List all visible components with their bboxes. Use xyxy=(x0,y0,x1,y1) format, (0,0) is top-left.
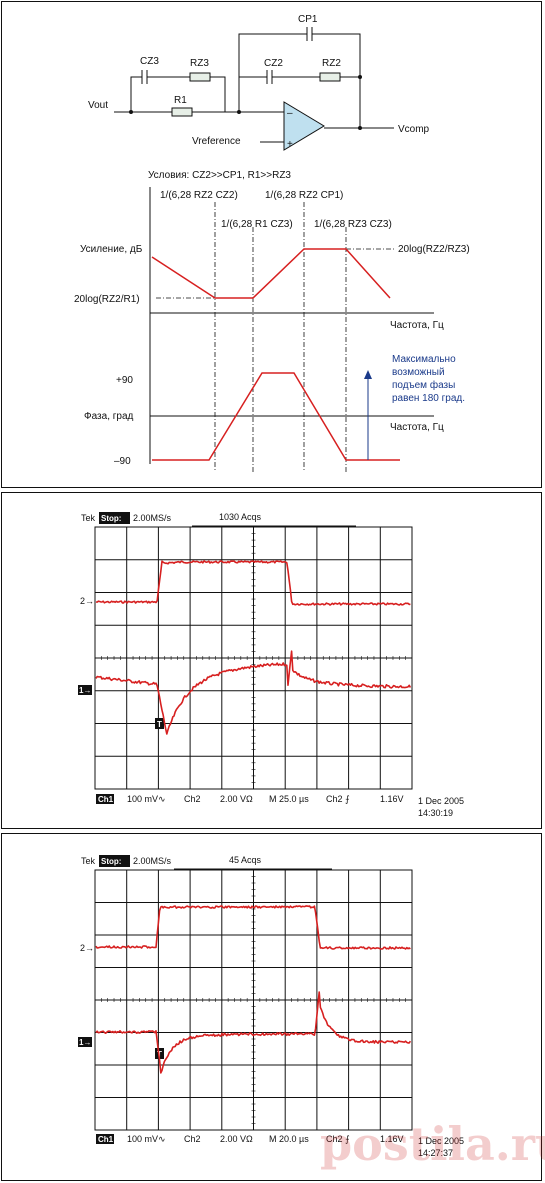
scope1-trigger-level: 1.16V xyxy=(380,794,404,804)
gain-curve xyxy=(151,248,391,299)
scope1-trigger-source: Ch2 ⨍ xyxy=(326,794,350,804)
scope-panel-2: Tek Stop: 2.00MS/s 45 Acqs 2→ 1→ T Ch1 1… xyxy=(1,833,545,1181)
scope1-ch2-marker: 2→ xyxy=(80,596,94,606)
scope1-brand: Tek xyxy=(81,513,96,523)
scope1-svg: Tek Stop: 2.00MS/s 1030 Acqs 2→ 1→ T Ch1… xyxy=(78,512,464,818)
label-vreference: Vreference xyxy=(192,136,241,147)
scope2-svg: Tek Stop: 2.00MS/s 45 Acqs 2→ 1→ T Ch1 1… xyxy=(78,855,545,1171)
scope1-ch1-marker: 1→ xyxy=(79,686,91,695)
scope2-time: 14:27:37 xyxy=(418,1148,453,1158)
freq-axis-label-2: Частота, Гц xyxy=(390,422,444,433)
label-vcomp: Vcomp xyxy=(398,124,430,135)
scope2-acqs: 45 Acqs xyxy=(229,855,262,865)
scope2-trigger-source: Ch2 ⨍ xyxy=(326,1134,350,1144)
scope2-rate: 2.00MS/s xyxy=(133,856,172,866)
label-rz3: RZ3 xyxy=(190,58,209,69)
scope1-acqs: 1030 Acqs xyxy=(219,512,262,522)
scope2-timebase: M 20.0 µs xyxy=(269,1134,309,1144)
note-line-4: равен 180 град. xyxy=(392,393,465,404)
freq-f4-label: 1/(6,28 RZ3 CZ3) xyxy=(314,219,392,230)
scope1-date: 1 Dec 2005 xyxy=(418,796,464,806)
scope2-ch2-trace xyxy=(95,905,411,950)
scope2-ch1-scale: 100 mV∿ xyxy=(127,1134,166,1144)
circuit-bode-panel: CP1 CZ3 RZ3 CZ2 RZ2 R1 Vout Vreference V… xyxy=(1,1,542,488)
freq-f2-label: 1/(6,28 R1 CZ3) xyxy=(221,219,293,230)
compensation-circuit xyxy=(114,27,394,151)
phase-axis-label: Фаза, град xyxy=(84,411,134,422)
scope1-rate: 2.00MS/s xyxy=(133,513,172,523)
phase-curve xyxy=(152,372,400,461)
note-line-1: Максимально xyxy=(392,354,456,365)
label-rz2: RZ2 xyxy=(322,58,341,69)
conditions-text: Условия: CZ2>>CP1, R1>>RZ3 xyxy=(148,170,291,181)
label-cz3: CZ3 xyxy=(140,56,159,67)
phase-minus90: –90 xyxy=(114,456,131,467)
scope2-grid xyxy=(94,869,413,1131)
label-cz2: CZ2 xyxy=(264,58,283,69)
scope-panel-1: Tek Stop: 2.00MS/s 1030 Acqs 2→ 1→ T Ch1… xyxy=(1,492,542,829)
label-r1: R1 xyxy=(174,95,187,106)
corner-freq-lines xyxy=(214,202,347,472)
note-line-3: подъем фазы xyxy=(392,379,455,391)
gain-axis-label: Усиление, дБ xyxy=(80,244,143,255)
freq-axis-label-1: Частота, Гц xyxy=(390,320,444,331)
scope2-ch1-label: Ch1 xyxy=(98,1135,114,1144)
note-line-2: возможный xyxy=(392,367,445,378)
scope2-ch2-label: Ch2 xyxy=(184,1134,201,1144)
opamp-minus: – xyxy=(287,108,293,119)
scope2-ch2-marker: 2→ xyxy=(80,943,94,953)
scope1-timebase: M 25.0 µs xyxy=(269,794,309,804)
scope1-ch2-label: Ch2 xyxy=(184,794,201,804)
scope1-trigger-marker: T xyxy=(157,720,162,729)
circuit-bode-svg: CP1 CZ3 RZ3 CZ2 RZ2 R1 Vout Vreference V… xyxy=(74,14,470,472)
scope1-ch2-scale: 2.00 VΩ xyxy=(220,794,253,804)
gain-high-label: 20log(RZ2/RZ3) xyxy=(398,244,470,255)
scope2-brand: Tek xyxy=(81,856,96,866)
opamp-plus: + xyxy=(287,139,293,150)
label-vout: Vout xyxy=(88,100,108,111)
scope1-ch2-trace xyxy=(95,560,411,606)
label-cp1: CP1 xyxy=(298,14,318,25)
scope1-stop: Stop: xyxy=(101,514,121,523)
gain-low-label: 20log(RZ2/R1) xyxy=(74,294,140,305)
scope2-ch1-marker: 1→ xyxy=(79,1038,91,1047)
freq-f3-label: 1/(6,28 RZ2 CP1) xyxy=(265,190,343,201)
scope2-stop: Stop: xyxy=(101,857,121,866)
scope1-ch1-trace xyxy=(95,650,412,735)
scope2-trigger-level: 1.16V xyxy=(380,1134,404,1144)
scope2-ch1-trace xyxy=(95,991,412,1074)
scope2-date: 1 Dec 2005 xyxy=(418,1136,464,1146)
scope2-ch2-scale: 2.00 VΩ xyxy=(220,1134,253,1144)
scope1-ch1-label: Ch1 xyxy=(98,795,114,804)
scope1-grid xyxy=(94,526,413,790)
scope1-time: 14:30:19 xyxy=(418,808,453,818)
phase-plus90: +90 xyxy=(116,375,133,386)
freq-f1-label: 1/(6,28 RZ2 CZ2) xyxy=(160,190,238,201)
scope1-ch1-scale: 100 mV∿ xyxy=(127,794,166,804)
watermark: postila.ru xyxy=(320,1117,545,1171)
